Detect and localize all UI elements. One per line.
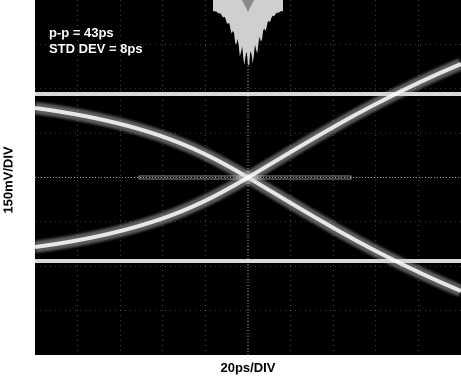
stat-peak-to-peak: p-p = 43ps [49,25,114,40]
jitter-stats: p-p = 43ps STD DEV = 8ps [49,25,143,57]
jitter-histogram [213,0,283,66]
trace-rising-transition-core [35,62,461,249]
eye-traces [35,58,461,297]
jitter-histogram-fill [213,0,283,66]
stat-std-dev: STD DEV = 8ps [49,41,143,56]
x-axis-label: 20ps/DIV [220,360,276,375]
y-axis-label: 150mV/DIV [0,146,16,214]
histogram-marker-triangle [242,0,254,12]
scope-screen [35,0,461,355]
eye-diagram-plot [35,0,461,355]
y-axis-label-box: 150mV/DIV [0,130,16,230]
